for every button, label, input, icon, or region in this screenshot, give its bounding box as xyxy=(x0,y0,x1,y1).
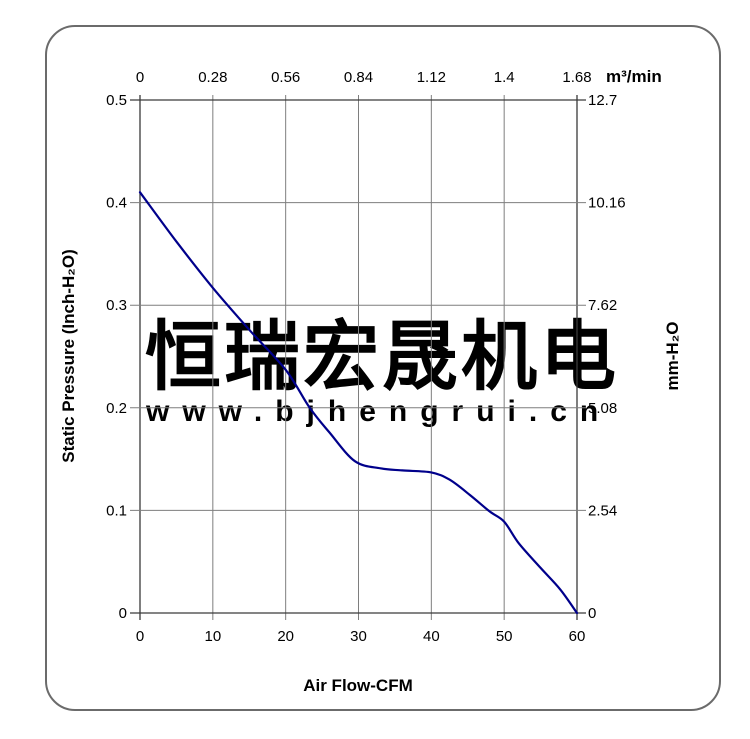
bottom-tick-60: 60 xyxy=(569,628,586,645)
left-tick-0.5: 0.5 xyxy=(106,92,127,109)
bottom-tick-50: 50 xyxy=(496,628,513,645)
right-tick-10.16: 10.16 xyxy=(588,195,626,212)
grid-lines xyxy=(130,95,586,620)
bottom-tick-10: 10 xyxy=(204,628,221,645)
top-tick-0.28: 0.28 xyxy=(198,69,227,86)
right-tick-7.62: 7.62 xyxy=(588,297,617,314)
right-axis-title: mm-H₂O xyxy=(663,322,682,391)
watermark-url-text: www.bjhengrui.cn xyxy=(145,395,611,428)
bottom-tick-40: 40 xyxy=(423,628,440,645)
top-tick-1.68: 1.68 xyxy=(562,69,591,86)
left-tick-0: 0 xyxy=(119,605,127,622)
rounded-card-border xyxy=(45,25,721,711)
bottom-tick-20: 20 xyxy=(277,628,294,645)
top-tick-0: 0 xyxy=(136,69,144,86)
left-tick-0.2: 0.2 xyxy=(106,400,127,417)
watermark-company-text: 恒瑞宏晟机电 xyxy=(145,315,619,400)
top-axis-title: m³/min xyxy=(606,67,662,86)
right-tick-0: 0 xyxy=(588,605,596,622)
axis-titles: m³/min Air Flow-CFM Static Pressure (Inc… xyxy=(59,67,682,695)
left-axis-title: Static Pressure (Inch-H₂O) xyxy=(59,249,78,463)
left-tick-0.4: 0.4 xyxy=(106,195,127,212)
top-tick-1.12: 1.12 xyxy=(417,69,446,86)
performance-curve xyxy=(138,191,579,615)
watermark: 恒瑞宏晟机电 www.bjhengrui.cn xyxy=(145,315,619,428)
top-tick-1.4: 1.4 xyxy=(494,69,515,86)
bottom-axis-title: Air Flow-CFM xyxy=(303,676,413,695)
right-tick-2.54: 2.54 xyxy=(588,502,617,519)
top-tick-0.84: 0.84 xyxy=(344,69,373,86)
bottom-tick-0: 0 xyxy=(136,628,144,645)
left-tick-0.3: 0.3 xyxy=(106,297,127,314)
right-tick-12.7: 12.7 xyxy=(588,92,617,109)
left-tick-0.1: 0.1 xyxy=(106,502,127,519)
tick-labels: 00100.28200.56300.84401.12501.4601.680.5… xyxy=(106,69,625,645)
top-tick-0.56: 0.56 xyxy=(271,69,300,86)
right-tick-5.08: 5.08 xyxy=(588,400,617,417)
bottom-tick-30: 30 xyxy=(350,628,367,645)
